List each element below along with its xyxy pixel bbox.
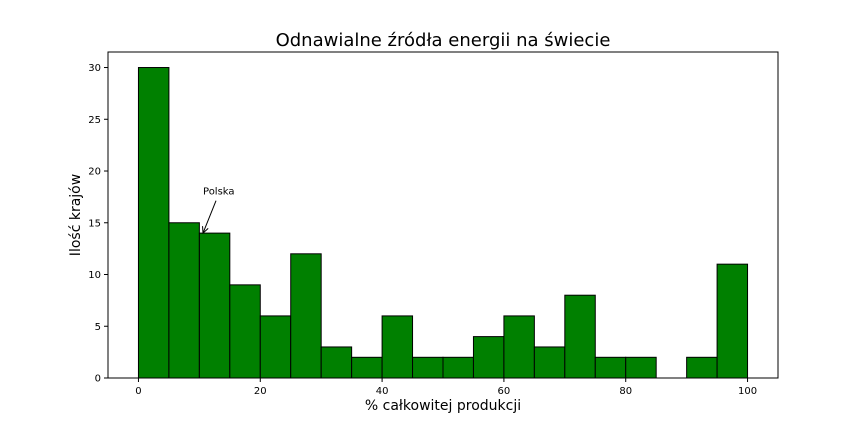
histogram-bar-70-75 [564,294,596,379]
y-tick-label: 25 [88,115,101,126]
bars-layer [137,67,749,379]
y-axis-label: Ilość krajów [68,174,84,256]
histogram-bar-90-95 [686,356,718,379]
x-tick-label: 40 [376,386,389,397]
y-axis-ticks: 0 5 10 15 20 25 30 [88,63,108,385]
x-tick-label: 0 [135,386,141,397]
histogram-bar-20-25 [259,315,292,379]
histogram-bar-0-5 [137,67,170,379]
x-tick-label: 80 [619,386,632,397]
histogram-bar-95-100 [716,263,749,379]
x-axis-ticks: 0 20 40 60 80 100 [135,378,757,397]
plot-frame [107,51,779,379]
y-tick-label: 30 [88,63,101,74]
annotation-arrow [202,200,217,234]
histogram-bar-35-40 [351,356,383,379]
y-tick-label: 0 [95,374,101,385]
histogram-bar-60-65 [503,315,535,379]
annotation: Polska [202,187,235,235]
histogram-bar-10-15 [198,232,231,379]
histogram-bar-40-45 [381,315,414,379]
histogram-bar-30-35 [320,346,353,379]
chart-title: Odnawialne źródła energii na świecie [276,30,611,51]
histogram-bar-80-85 [625,356,657,379]
histogram-bar-65-70 [533,346,566,379]
x-tick-label: 60 [498,386,511,397]
histogram-bar-75-80 [594,356,627,379]
y-tick-label: 10 [88,270,101,281]
histogram-bar-55-60 [472,336,505,379]
histogram-bar-25-30 [290,253,322,379]
x-axis-label: % całkowitej produkcji [365,398,521,414]
x-tick-label: 100 [738,386,757,397]
histogram-bar-45-50 [412,356,444,379]
y-tick-label: 5 [95,322,101,333]
annotation-label-polska: Polska [203,187,235,198]
annotation-arrowhead [202,226,209,235]
histogram-bar-50-55 [442,356,474,379]
x-tick-label: 20 [254,386,267,397]
histogram-bar-5-10 [168,222,200,379]
histogram-bar-15-20 [229,284,261,379]
y-tick-label: 20 [88,167,101,178]
y-tick-label: 15 [88,218,101,229]
